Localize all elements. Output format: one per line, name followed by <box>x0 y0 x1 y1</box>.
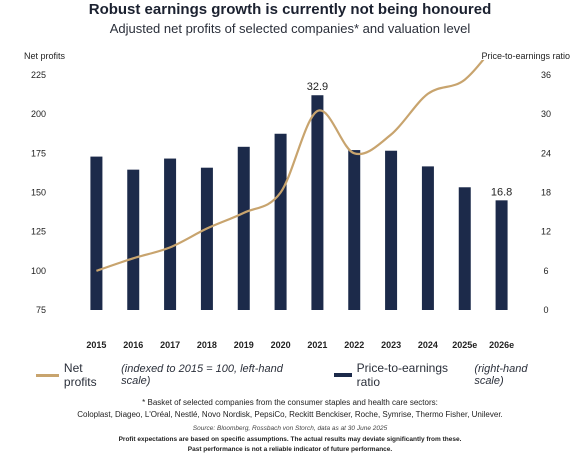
x-tick-label: 2023 <box>381 340 401 350</box>
left-tick-label: 125 <box>31 227 46 237</box>
right-tick-label: 0 <box>543 305 548 315</box>
pe-bar <box>237 146 250 310</box>
pe-bar <box>421 166 434 310</box>
x-tick-label: 2018 <box>197 340 217 350</box>
left-axis-title: Net profits <box>24 51 66 61</box>
pe-bar <box>127 169 140 310</box>
x-tick-label: 2026e <box>489 340 514 350</box>
pe-bar <box>311 95 324 310</box>
footnote-disclaimer-2: Past performance is not a reliable indic… <box>187 446 393 453</box>
right-tick-label: 18 <box>541 188 551 198</box>
legend-bar-name: Price-to-earnings ratio <box>356 361 449 389</box>
annotation-label: 16.8 <box>491 186 512 198</box>
footnote-basket: * Basket of selected companies from the … <box>142 398 438 407</box>
right-tick-label: 36 <box>541 70 551 80</box>
right-tick-label: 12 <box>541 227 551 237</box>
legend-item-pe-ratio: Price-to-earnings ratio (right-hand scal… <box>334 361 556 389</box>
x-tick-label: 2020 <box>271 340 291 350</box>
x-tick-label: 2024 <box>418 340 438 350</box>
legend-line-name: Net profits <box>63 361 97 389</box>
footnote-disclaimer-1: Profit expectations are based on specifi… <box>118 436 462 443</box>
left-tick-label: 175 <box>31 148 46 158</box>
x-tick-label: 2025e <box>452 340 477 350</box>
right-axis-title: Price-to-earnings ratio <box>481 51 570 61</box>
legend-item-net-profits: Net profits (indexed to 2015 = 100, left… <box>36 361 306 389</box>
pe-bar <box>385 150 398 310</box>
chart-subtitle: Adjusted net profits of selected compani… <box>109 21 471 36</box>
footnote-companies: Coloplast, Diageo, L'Oréal, Nestlé, Novo… <box>77 410 503 419</box>
x-tick-label: 2021 <box>307 340 327 350</box>
pe-bar <box>164 158 177 310</box>
x-tick-label: 2015 <box>86 340 106 350</box>
right-tick-label: 24 <box>541 148 551 158</box>
left-tick-label: 150 <box>31 188 46 198</box>
pe-bar <box>274 133 287 310</box>
pe-bar <box>200 167 213 310</box>
pe-bar <box>90 156 103 310</box>
net-profits-line <box>96 60 485 272</box>
pe-bar <box>458 187 471 310</box>
right-tick-label: 30 <box>541 109 551 119</box>
left-axis-ticks: 75 100 125 150 175 200 225 <box>31 70 46 315</box>
annotations: 32.916.8+7.1% p.a. <box>307 81 513 198</box>
bar-series <box>90 95 508 310</box>
line-series <box>96 60 485 272</box>
chart-title: Robust earnings growth is currently not … <box>88 1 492 18</box>
left-tick-label: 100 <box>31 266 46 276</box>
footnote-source: Source: Bloomberg, Rossbach von Storch, … <box>192 425 388 432</box>
x-tick-label: 2017 <box>160 340 180 350</box>
annotation-label: 32.9 <box>307 81 328 93</box>
x-tick-label: 2019 <box>234 340 254 350</box>
x-tick-label: 2016 <box>123 340 143 350</box>
legend-line-note: (indexed to 2015 = 100, left-hand scale) <box>121 363 283 387</box>
left-tick-label: 75 <box>36 305 46 315</box>
legend-line-swatch <box>36 373 59 377</box>
pe-bar <box>348 150 361 310</box>
pe-bar <box>495 200 508 310</box>
left-tick-label: 225 <box>31 70 46 80</box>
left-tick-label: 200 <box>31 109 46 119</box>
right-axis-ticks: 0 6 12 18 24 30 36 <box>541 70 551 315</box>
x-axis-labels: 2015 2016 2017 2018 2019 2020 2021 2022 2023 2024… <box>86 340 514 350</box>
legend-bar-swatch <box>334 373 352 377</box>
legend-bar-note: (right-hand scale) <box>474 363 528 387</box>
legend: Net profits (indexed to 2015 = 100, left… <box>36 361 556 389</box>
right-tick-label: 6 <box>543 266 548 276</box>
x-tick-label: 2022 <box>344 340 364 350</box>
